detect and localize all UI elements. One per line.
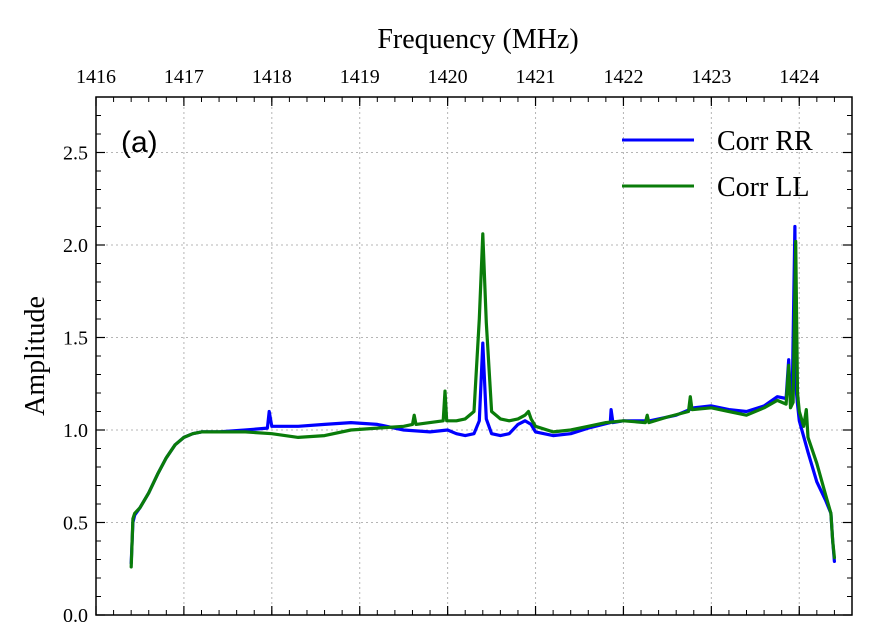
- x-tick-label: 1424: [779, 66, 819, 88]
- x-tick-label: 1417: [164, 66, 204, 88]
- grid: [95, 97, 852, 615]
- series-line-corr-rr: [129, 224, 836, 565]
- x-tick-label: 1420: [428, 66, 468, 88]
- legend-label-corr-ll: Corr LL: [717, 172, 810, 203]
- series-layer: [129, 224, 836, 569]
- y-tick-label: 1.5: [63, 328, 88, 350]
- y-tick-label: 2.5: [63, 143, 88, 165]
- tick-labels: 1416 1417 1418 1419 1420 1421 1422 1423 1424 0.0 0…: [63, 66, 819, 627]
- x-tick-label: 1416: [76, 66, 116, 88]
- x-tick-label: 1419: [340, 66, 380, 88]
- ticks: [95, 96, 853, 616]
- x-axis-title: Frequency (MHz): [377, 24, 578, 55]
- y-tick-label: 0.5: [63, 513, 88, 535]
- x-tick-label: 1421: [516, 66, 556, 88]
- x-tick-label: 1423: [691, 66, 731, 88]
- x-tick-label: 1418: [252, 66, 292, 88]
- series-line-corr-ll: [129, 232, 836, 569]
- panel-label: (a): [121, 126, 158, 159]
- y-tick-label: 2.0: [63, 235, 88, 257]
- y-axis-title: Amplitude: [20, 296, 51, 416]
- x-tick-label: 1422: [603, 66, 643, 88]
- legend: Corr RR Corr LL: [622, 126, 813, 203]
- legend-label-corr-rr: Corr RR: [717, 126, 813, 157]
- y-tick-label: 1.0: [63, 420, 88, 442]
- y-tick-label: 0.0: [63, 605, 88, 627]
